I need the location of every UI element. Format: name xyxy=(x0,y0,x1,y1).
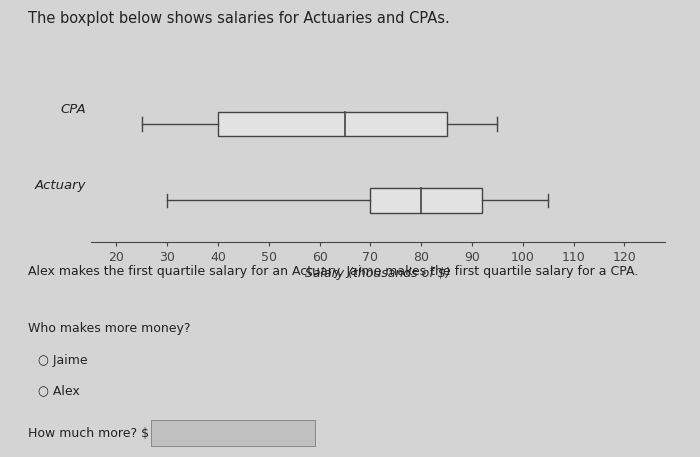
Text: ○ Jaime: ○ Jaime xyxy=(38,354,88,367)
X-axis label: Salary (thousands of $): Salary (thousands of $) xyxy=(305,267,451,280)
Text: CPA: CPA xyxy=(60,103,86,116)
Text: The boxplot below shows salaries for Actuaries and CPAs.: The boxplot below shows salaries for Act… xyxy=(28,11,449,27)
Text: Alex makes the first quartile salary for an Actuary. Jaime makes the first quart: Alex makes the first quartile salary for… xyxy=(28,265,638,278)
Bar xyxy=(370,188,482,213)
Text: Who makes more money?: Who makes more money? xyxy=(28,322,190,335)
Bar xyxy=(218,112,447,136)
Text: Actuary: Actuary xyxy=(34,179,86,192)
Text: How much more? $: How much more? $ xyxy=(28,427,149,440)
Text: ○ Alex: ○ Alex xyxy=(38,384,80,397)
